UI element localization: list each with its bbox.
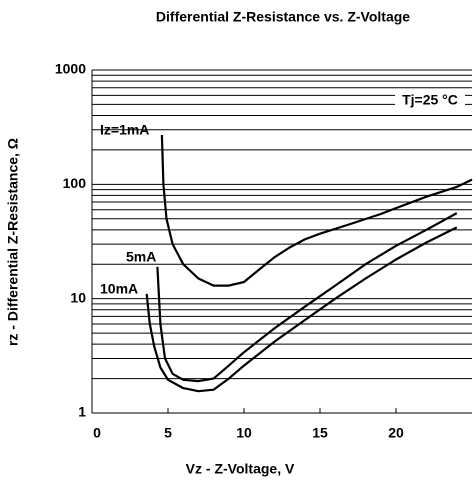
x-axis-label: Vz - Z-Voltage, V [186, 461, 295, 477]
x-tick-label: 0 [93, 425, 101, 441]
series-label: Iz=1mA [100, 122, 149, 138]
x-tick-label: 5 [164, 425, 172, 441]
y-tick-label: 10 [70, 289, 86, 305]
series-line [145, 226, 458, 393]
annotation: Tj=25 °C [402, 92, 458, 108]
y-axis-label: rz - Differential Z-Resistance, Ω [5, 138, 21, 346]
y-tick-label: 1000 [55, 61, 86, 77]
x-tick-label: 10 [236, 425, 252, 441]
x-tick-label: 15 [312, 425, 328, 441]
y-tick-label: 1 [78, 404, 86, 420]
series-line [156, 212, 458, 383]
x-tick-label: 20 [388, 425, 404, 441]
series-label: 10mA [100, 281, 138, 297]
chart-title: Differential Z-Resistance vs. Z-Voltage [156, 9, 410, 25]
y-tick-label: 100 [63, 175, 87, 191]
annotation-background [395, 92, 465, 110]
series-label: 5mA [126, 249, 156, 265]
series-line [160, 134, 473, 287]
